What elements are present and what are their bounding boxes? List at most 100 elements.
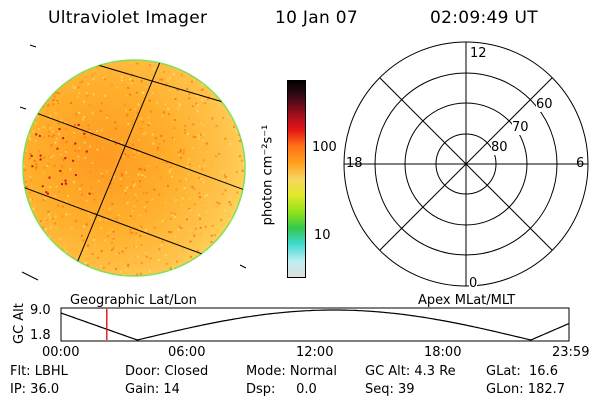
image-pixel xyxy=(114,207,117,210)
image-pixel xyxy=(29,133,32,136)
image-pixel xyxy=(89,171,92,174)
image-pixel xyxy=(124,109,127,112)
image-pixel xyxy=(142,92,144,95)
image-pixel xyxy=(46,164,49,167)
image-pixel xyxy=(135,232,138,235)
image-pixel xyxy=(171,263,174,266)
image-pixel xyxy=(91,192,94,195)
image-pixel xyxy=(137,103,140,106)
image-pixel xyxy=(73,136,76,139)
image-pixel xyxy=(132,143,134,146)
image-pixel xyxy=(188,163,191,166)
image-pixel xyxy=(172,120,175,123)
image-pixel xyxy=(133,155,136,158)
image-pixel xyxy=(89,186,92,189)
image-pixel xyxy=(133,196,136,199)
image-pixel xyxy=(57,212,60,215)
image-pixel xyxy=(29,153,32,156)
image-pixel xyxy=(133,150,136,153)
image-pixel xyxy=(54,195,57,198)
image-pixel xyxy=(85,92,88,95)
image-pixel xyxy=(153,88,155,91)
image-pixel xyxy=(151,198,154,201)
image-pixel xyxy=(135,201,138,204)
image-pixel xyxy=(207,242,210,245)
image-pixel xyxy=(162,161,165,164)
image-pixel xyxy=(54,124,57,127)
image-pixel xyxy=(125,171,128,174)
image-pixel xyxy=(70,142,73,144)
image-pixel xyxy=(185,218,188,221)
image-pixel xyxy=(152,92,154,94)
mlt-label-12: 12 xyxy=(470,46,487,61)
image-pixel xyxy=(204,101,207,104)
image-pixel xyxy=(139,234,142,237)
image-pixel xyxy=(206,194,209,196)
image-pixel xyxy=(24,181,27,183)
image-pixel xyxy=(123,63,126,66)
image-pixel xyxy=(136,112,139,115)
image-pixel xyxy=(218,152,221,155)
image-pixel xyxy=(129,93,131,96)
image-pixel xyxy=(189,240,192,243)
geo-grid-tick xyxy=(19,106,27,110)
image-pixel xyxy=(54,222,56,225)
image-pixel xyxy=(126,93,129,96)
image-pixel xyxy=(30,155,33,157)
image-pixel xyxy=(57,91,59,94)
image-pixel xyxy=(229,203,232,206)
image-pixel xyxy=(154,137,157,140)
image-pixel xyxy=(71,178,74,181)
image-pixel xyxy=(103,78,106,81)
image-pixel xyxy=(168,169,171,172)
image-pixel xyxy=(114,142,117,145)
image-pixel xyxy=(117,265,120,268)
image-pixel xyxy=(114,121,117,124)
image-pixel xyxy=(48,236,51,239)
image-pixel xyxy=(100,129,103,132)
image-pixel xyxy=(91,162,94,164)
image-pixel xyxy=(112,175,115,178)
image-pixel xyxy=(45,218,48,221)
image-pixel xyxy=(88,192,91,195)
image-pixel xyxy=(202,139,205,142)
image-pixel xyxy=(42,125,45,128)
image-pixel xyxy=(45,228,47,231)
image-pixel xyxy=(206,188,209,191)
image-pixel xyxy=(121,250,124,253)
image-pixel xyxy=(78,158,80,161)
image-pixel xyxy=(53,154,56,157)
strip-frame xyxy=(60,307,570,342)
image-pixel xyxy=(134,193,137,196)
image-pixel xyxy=(111,229,114,232)
image-pixel xyxy=(133,262,136,265)
image-pixel xyxy=(147,206,150,209)
image-pixel xyxy=(110,138,113,141)
image-pixel xyxy=(144,252,147,255)
image-pixel xyxy=(83,116,86,118)
image-pixel xyxy=(141,121,144,124)
geo-caption: Geographic Lat/Lon xyxy=(70,293,197,308)
image-pixel xyxy=(125,247,128,249)
geo-grid-tick xyxy=(29,44,37,48)
image-pixel xyxy=(161,240,164,243)
image-pixel xyxy=(88,130,91,133)
image-pixel xyxy=(138,168,141,171)
image-pixel xyxy=(57,102,60,105)
image-pixel xyxy=(114,106,117,109)
image-pixel xyxy=(167,108,170,111)
lat-label-60: 60 xyxy=(536,97,553,112)
image-pixel xyxy=(198,165,201,168)
info-dsp: Dsp: 0.0 xyxy=(246,382,317,397)
image-pixel xyxy=(153,225,156,228)
image-pixel xyxy=(138,139,140,142)
image-pixel xyxy=(51,135,54,138)
image-pixel xyxy=(229,142,232,145)
image-pixel xyxy=(165,83,168,86)
image-pixel xyxy=(235,203,238,206)
image-pixel xyxy=(186,165,189,168)
image-pixel xyxy=(163,140,165,143)
image-pixel xyxy=(71,85,74,88)
image-pixel xyxy=(96,130,98,133)
mlt-label-6: 6 xyxy=(576,156,585,171)
